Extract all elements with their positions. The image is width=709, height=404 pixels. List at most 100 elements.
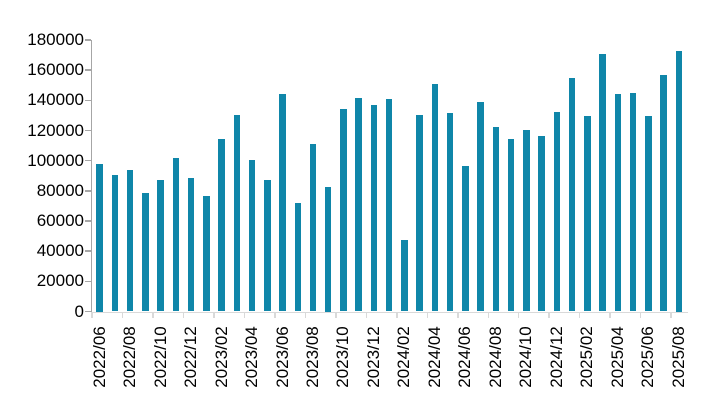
- bar-2025-04: [614, 94, 622, 312]
- bar-2024-04: [431, 84, 439, 312]
- x-tick: [609, 313, 611, 318]
- bar-2023-11: [355, 98, 362, 312]
- x-tick: [335, 313, 337, 318]
- bar-2024-02: [401, 239, 408, 312]
- y-tick-label: 140000: [27, 90, 84, 110]
- y-tick-label: 160000: [27, 60, 84, 80]
- y-tick: [84, 190, 91, 192]
- y-tick: [84, 99, 91, 102]
- bar-2024-01: [385, 98, 393, 312]
- bar-2023-07: [294, 202, 301, 312]
- bar-2024-05: [446, 113, 454, 312]
- x-tick-label: 2024/12: [546, 326, 566, 388]
- y-tick-label: 80000: [36, 180, 84, 200]
- x-tick: [365, 313, 368, 318]
- x-tick: [548, 313, 550, 318]
- y-axis-line: [90, 40, 92, 313]
- bar-2022-10: [157, 179, 164, 312]
- x-tick: [639, 313, 642, 318]
- y-tick-label: 40000: [36, 241, 84, 261]
- x-tick-label: 2022/06: [89, 326, 109, 388]
- x-tick-label: 2024/08: [485, 326, 505, 388]
- x-tick: [426, 313, 429, 318]
- x-tick-label: 2024/10: [516, 326, 536, 388]
- x-tick: [182, 313, 185, 318]
- x-tick: [274, 313, 276, 318]
- x-tick-label: 2022/12: [181, 326, 201, 388]
- x-tick-label: 2023/04: [242, 326, 262, 388]
- x-tick-label: 2025/08: [668, 326, 688, 388]
- y-tick: [84, 69, 91, 71]
- bar-2022-08: [126, 169, 134, 312]
- y-tick: [84, 310, 91, 313]
- y-tick: [84, 280, 91, 283]
- x-tick: [578, 313, 581, 318]
- bar-2025-07: [660, 75, 667, 312]
- bar-2022-09: [142, 193, 149, 312]
- y-tick-label: 120000: [27, 120, 84, 140]
- y-tick: [84, 129, 91, 132]
- bar-2023-03: [233, 115, 241, 312]
- x-tick-label: 2023/12: [363, 326, 383, 388]
- y-tick: [84, 39, 91, 41]
- y-tick: [84, 220, 91, 222]
- x-tick: [670, 313, 672, 318]
- x-tick-label: 2024/04: [424, 326, 444, 388]
- bar-2024-07: [477, 101, 484, 312]
- x-tick: [152, 313, 154, 318]
- x-tick-label: 2023/02: [211, 326, 231, 388]
- bar-2023-06: [279, 94, 286, 312]
- x-tick-label: 2022/10: [150, 326, 170, 388]
- bar-2023-01: [203, 196, 210, 312]
- bar-2023-02: [218, 138, 225, 312]
- y-tick-label: 20000: [36, 271, 84, 291]
- bar-2025-05: [629, 92, 637, 312]
- x-tick: [517, 313, 520, 318]
- bar-2023-10: [340, 109, 347, 312]
- x-tick: [487, 313, 490, 318]
- bar-2024-09: [507, 138, 515, 312]
- x-tick-label: 2024/02: [394, 326, 414, 388]
- y-tick: [84, 159, 91, 162]
- bar-2022-06: [96, 164, 103, 312]
- x-tick-label: 2023/08: [302, 326, 322, 388]
- x-tick: [304, 313, 307, 318]
- x-tick-label: 2025/06: [638, 326, 658, 388]
- bar-2023-09: [324, 187, 332, 312]
- bar-2024-10: [523, 129, 530, 312]
- bar-2023-04: [248, 159, 256, 312]
- x-tick-label: 2022/08: [120, 326, 140, 388]
- x-tick-label: 2023/06: [272, 326, 292, 388]
- bar-2022-07: [111, 174, 119, 312]
- x-tick-label: 2025/02: [577, 326, 597, 388]
- x-tick: [243, 313, 246, 318]
- bar-2022-11: [172, 158, 180, 312]
- bar-2024-08: [492, 126, 500, 312]
- bar-2024-12: [553, 111, 561, 312]
- bar-2025-08: [675, 51, 683, 312]
- bar-2025-02: [584, 116, 591, 312]
- x-tick: [213, 313, 215, 318]
- bar-2025-03: [599, 54, 606, 312]
- y-tick-label: 100000: [27, 150, 84, 170]
- bar-2023-08: [309, 144, 317, 312]
- x-axis-line: [90, 311, 688, 313]
- x-tick-label: 2024/06: [455, 326, 475, 388]
- y-tick: [84, 250, 91, 252]
- bar-2025-01: [568, 78, 576, 312]
- bar-2022-12: [187, 178, 195, 312]
- bar-2024-03: [416, 115, 423, 312]
- x-tick: [396, 313, 398, 318]
- x-tick: [91, 313, 93, 318]
- y-tick-label: 60000: [36, 211, 84, 230]
- y-tick-label: 180000: [27, 30, 84, 49]
- bar-2024-06: [462, 165, 469, 312]
- bar-2025-06: [645, 116, 652, 312]
- x-tick: [457, 313, 459, 318]
- bar-2023-12: [370, 104, 378, 312]
- bar-2024-11: [538, 135, 545, 312]
- x-tick-label: 2025/04: [607, 326, 627, 388]
- y-tick-label: 0: [74, 301, 84, 321]
- bar-2023-05: [264, 180, 271, 312]
- x-tick: [121, 313, 124, 318]
